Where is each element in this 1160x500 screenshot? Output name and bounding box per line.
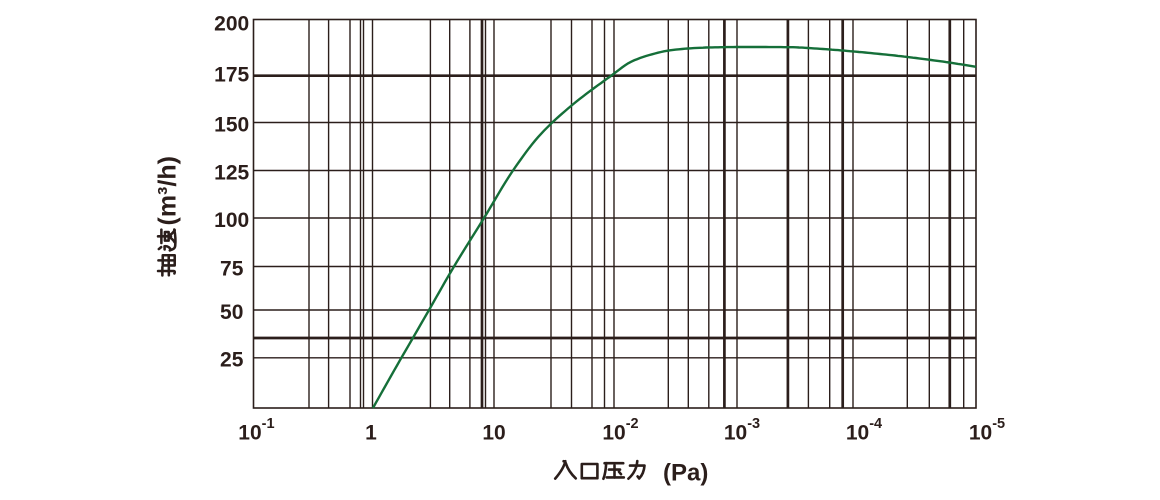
- svg-text:125: 125: [214, 162, 249, 185]
- svg-text:25: 25: [220, 349, 244, 372]
- svg-text:10: 10: [482, 422, 505, 445]
- svg-text:50: 50: [220, 301, 243, 324]
- svg-text:10-1: 10-1: [238, 416, 274, 445]
- svg-text:150: 150: [214, 114, 249, 137]
- svg-text:100: 100: [214, 209, 249, 232]
- svg-text:(Pa): (Pa): [663, 460, 708, 487]
- svg-text:(m³/h): (m³/h): [153, 156, 181, 225]
- svg-text:1: 1: [365, 422, 377, 445]
- svg-text:200: 200: [214, 13, 249, 36]
- svg-text:175: 175: [214, 64, 249, 87]
- svg-text:75: 75: [220, 258, 244, 281]
